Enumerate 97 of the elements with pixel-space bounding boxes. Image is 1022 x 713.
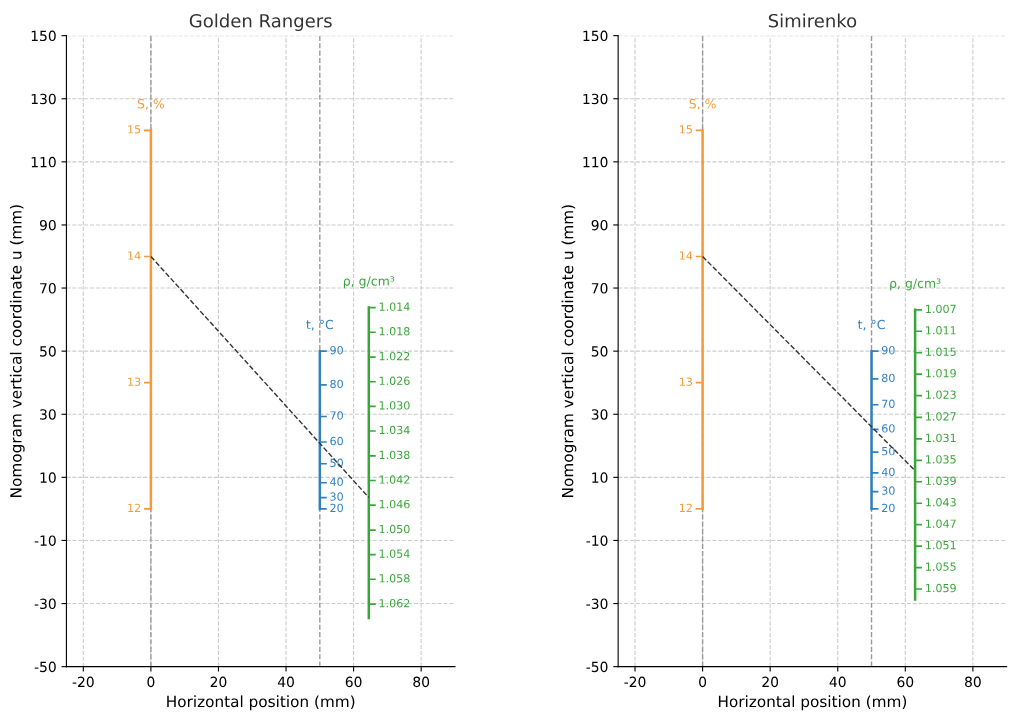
annotation: 14 — [679, 251, 693, 260]
annotation: 30 — [330, 492, 343, 501]
annotation: 13 — [679, 377, 692, 386]
annotation: 1.054 — [379, 549, 410, 558]
annotation: 12 — [128, 503, 141, 512]
annotation: 1.062 — [379, 599, 410, 608]
y-tick-label: -10 — [34, 535, 56, 546]
x-tick-label: 0 — [699, 676, 707, 688]
annotation: 50 — [330, 458, 343, 468]
series-label: t, °C — [857, 319, 885, 331]
x-tick-label: 80 — [964, 676, 981, 688]
annotation: 1.007 — [926, 304, 956, 314]
annotation: 1.034 — [379, 425, 410, 435]
annotation: 90 — [330, 345, 343, 355]
annotation: 80 — [882, 373, 895, 383]
x-axis-title: Horizontal position (mm) — [718, 695, 907, 711]
annotation: 60 — [882, 424, 895, 433]
annotation: 80 — [330, 379, 343, 389]
chart-title: Golden Rangers — [189, 13, 332, 32]
y-axis-title: Nomogram vertical coordinate u (mm) — [561, 205, 577, 497]
annotation: 1.038 — [379, 450, 410, 460]
annotation: 1.019 — [926, 369, 956, 378]
annotation: 1.015 — [926, 347, 956, 356]
y-tick-label: -50 — [34, 661, 56, 673]
y-tick-label: 70 — [591, 283, 608, 294]
y-tick-label: 150 — [31, 30, 56, 42]
annotation: 20 — [882, 503, 895, 513]
series-label: S, % — [689, 98, 716, 110]
annotation: 90 — [881, 345, 895, 355]
x-tick-label: 0 — [147, 676, 155, 688]
annotation: 30 — [882, 486, 895, 495]
annotation: 50 — [882, 446, 895, 456]
annotation: 40 — [881, 467, 895, 477]
series-label: t, °C — [306, 319, 334, 331]
y-tick-label: 10 — [40, 472, 56, 483]
annotation: 40 — [330, 477, 343, 486]
annotation: 1.043 — [926, 498, 956, 507]
y-tick-label: -30 — [586, 598, 608, 610]
y-tick-label: -30 — [34, 598, 56, 610]
chart-title: Simirenko — [768, 13, 857, 28]
annotation: 1.051 — [926, 540, 956, 550]
x-tick-label: 40 — [277, 676, 294, 688]
x-tick-label: 80 — [413, 676, 430, 688]
y-tick-label: 70 — [40, 283, 56, 294]
annotation: 1.027 — [926, 412, 956, 421]
annotation: 1.031 — [926, 433, 956, 443]
x-tick-label: 60 — [345, 676, 362, 688]
annotation: 70 — [882, 399, 895, 409]
y-tick-label: -10 — [586, 535, 608, 546]
annotation: 1.047 — [926, 519, 956, 528]
annotation: 1.059 — [926, 583, 956, 593]
y-tick-label: 50 — [591, 346, 608, 357]
y-tick-label: 150 — [583, 30, 608, 42]
annotation: 1.011 — [926, 326, 956, 335]
y-tick-label: 130 — [583, 93, 608, 105]
y-tick-label: 30 — [40, 409, 56, 420]
y-tick-label: 30 — [591, 409, 608, 420]
y-axis-title: Nomogram vertical coordinate u (mm) — [9, 205, 25, 497]
annotation: 1.014 — [379, 302, 410, 311]
y-tick-label: 110 — [583, 156, 608, 168]
annotation: 14 — [128, 251, 141, 260]
annotation: 13 — [128, 377, 141, 386]
annotation: 1.039 — [926, 476, 956, 485]
y-tick-label: 130 — [31, 93, 56, 105]
x-tick-label: -20 — [624, 676, 646, 688]
annotation: 12 — [679, 503, 692, 512]
x-axis-title: Horizontal position (mm) — [167, 695, 355, 711]
annotation: 1.050 — [379, 524, 410, 534]
y-tick-label: 90 — [591, 219, 608, 231]
annotation: 1.035 — [926, 455, 956, 464]
annotation: 1.042 — [379, 475, 410, 484]
annotation: 1.018 — [379, 327, 410, 336]
y-tick-label: 90 — [39, 219, 56, 231]
x-tick-label: 20 — [762, 676, 779, 688]
annotation: 1.022 — [379, 351, 410, 361]
annotation: 60 — [330, 436, 343, 446]
annotation: 15 — [679, 125, 692, 134]
annotation: 1.046 — [379, 499, 410, 509]
annotation: 1.055 — [926, 562, 956, 571]
annotation: 70 — [330, 411, 343, 420]
text: ρ, g/cm³ — [890, 278, 941, 291]
x-tick-label: 60 — [897, 676, 914, 688]
y-tick-label: -50 — [586, 661, 608, 673]
y-tick-label: 10 — [592, 472, 608, 483]
annotation: 20 — [330, 503, 343, 513]
x-tick-label: -20 — [72, 676, 94, 688]
series-label: S, % — [137, 98, 165, 110]
annotation: 1.030 — [379, 401, 410, 410]
annotation: 1.058 — [379, 574, 410, 583]
annotation: 15 — [128, 125, 141, 134]
annotation: 1.023 — [926, 390, 956, 399]
annotation: 1.026 — [379, 376, 410, 385]
text: ρ, g/cm³ — [343, 276, 395, 289]
x-tick-label: 40 — [829, 676, 846, 688]
x-tick-label: 20 — [210, 676, 227, 688]
y-tick-label: 110 — [31, 156, 56, 168]
y-tick-label: 50 — [40, 346, 56, 357]
